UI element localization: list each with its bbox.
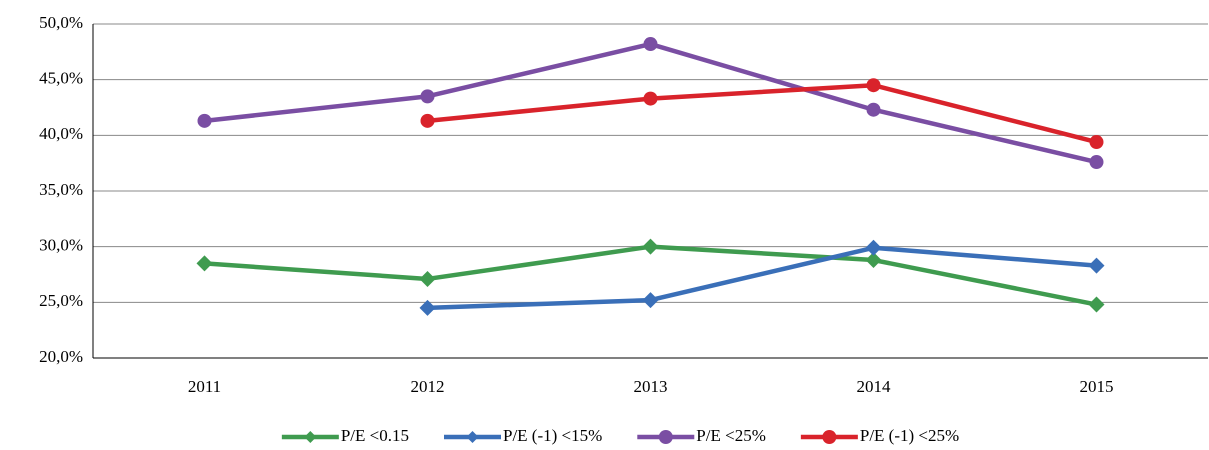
- marker: [1088, 296, 1105, 313]
- legend-label: P/E (-1) <15%: [503, 426, 602, 445]
- y-tick-label: 40,0%: [39, 124, 83, 143]
- marker: [196, 255, 213, 272]
- marker: [419, 270, 436, 287]
- y-tick-label: 35,0%: [39, 180, 83, 199]
- legend-item: P/E <25%: [637, 426, 766, 445]
- marker: [466, 431, 479, 443]
- marker: [865, 239, 882, 256]
- marker: [642, 238, 659, 255]
- marker: [420, 89, 435, 104]
- legend-label: P/E (-1) <25%: [860, 426, 959, 445]
- marker: [643, 91, 658, 106]
- legend-item: P/E (-1) <15%: [444, 426, 602, 445]
- marker: [1089, 135, 1104, 150]
- marker: [865, 252, 882, 269]
- y-tick-label: 30,0%: [39, 236, 83, 255]
- y-tick-label: 25,0%: [39, 291, 83, 310]
- y-tick-label: 45,0%: [39, 69, 83, 88]
- x-tick-label: 2012: [411, 377, 445, 396]
- marker: [866, 102, 881, 117]
- marker: [304, 431, 317, 443]
- marker: [1088, 257, 1105, 274]
- marker: [642, 292, 659, 309]
- marker: [866, 78, 881, 93]
- y-tick-label: 50,0%: [39, 13, 83, 32]
- marker: [419, 299, 436, 316]
- x-tick-label: 2015: [1080, 377, 1114, 396]
- marker: [1089, 155, 1104, 170]
- marker: [197, 113, 212, 128]
- x-tick-label: 2011: [188, 377, 221, 396]
- legend-label: P/E <25%: [696, 426, 766, 445]
- marker: [822, 430, 837, 444]
- x-tick-label: 2013: [634, 377, 668, 396]
- series-line: [427, 245, 1097, 311]
- legend-label: P/E <0.15: [341, 426, 409, 445]
- x-tick-label: 2014: [857, 377, 892, 396]
- marker: [658, 430, 673, 444]
- series-line: [427, 82, 1098, 145]
- marker: [643, 37, 658, 52]
- legend-item: P/E (-1) <25%: [800, 426, 959, 445]
- legend-item: P/E <0.15: [281, 426, 409, 445]
- marker: [420, 113, 435, 128]
- y-tick-label: 20,0%: [39, 347, 83, 366]
